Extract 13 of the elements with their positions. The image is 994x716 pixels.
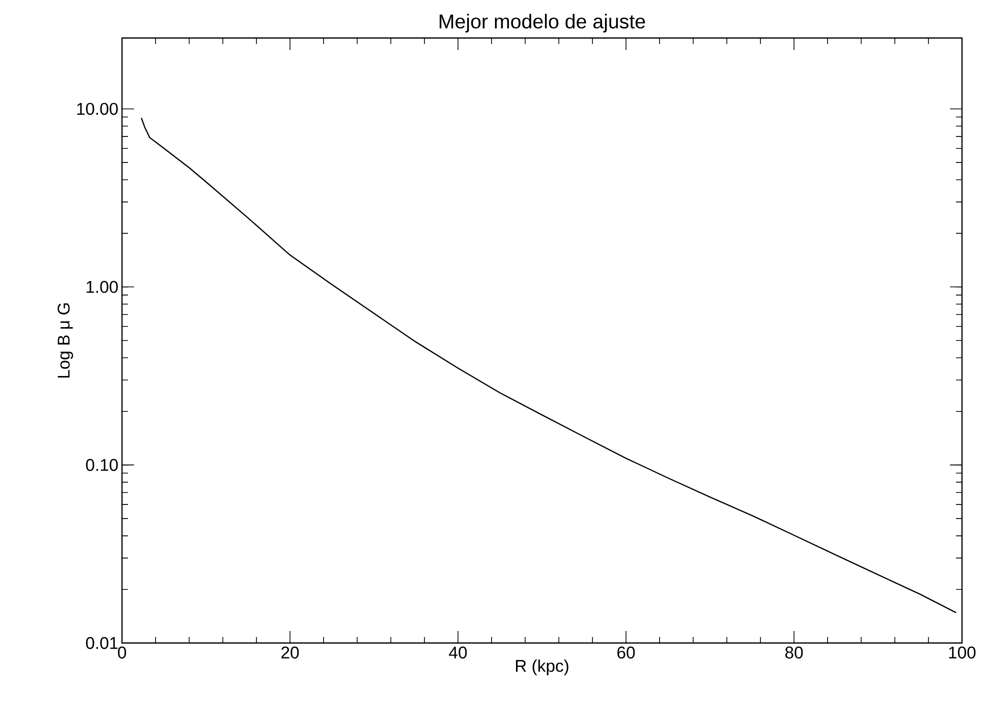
chart-title: Mejor modelo de ajuste (440, 14, 646, 32)
x-tick-label: 20 (281, 646, 299, 659)
y-tick-label: 10.00 (77, 102, 118, 115)
x-tick-label: 60 (617, 646, 635, 659)
y-tick-label: 0.01 (86, 636, 118, 650)
y-axis-title: Log B μ G (58, 303, 74, 378)
x-tick-label: 40 (448, 646, 467, 659)
x-tick-label: 100 (949, 646, 976, 659)
x-tick-label: 80 (785, 646, 803, 659)
x-tick-label: 0 (118, 646, 126, 659)
y-tick-label: 1.00 (86, 280, 118, 293)
x-axis-title: R (kpc) (516, 659, 568, 676)
y-tick-label: 0.10 (86, 458, 118, 471)
